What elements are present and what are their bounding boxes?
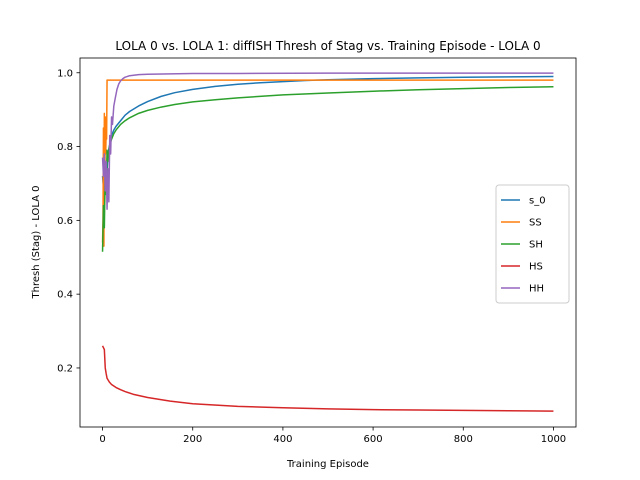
y-tick-label: 0.8 [57, 142, 73, 153]
series-line-hh [101, 72, 554, 211]
legend-label: s_0 [529, 196, 546, 207]
plot-area [101, 72, 554, 412]
y-tick-label: 0.4 [57, 290, 73, 301]
y-tick-label: 0.2 [57, 363, 73, 374]
axes-frame [79, 57, 577, 428]
legend-box [495, 184, 570, 304]
legend-label: HS [529, 262, 543, 273]
x-tick-label: 800 [454, 434, 473, 445]
x-tick-label: 600 [364, 434, 383, 445]
y-tick-label: 0.6 [57, 216, 73, 227]
x-axis-label: Training Episode [286, 459, 369, 470]
legend: s_0 SS SH HS HH [495, 184, 570, 304]
y-tick-label: 1.0 [57, 68, 73, 79]
x-tick-label: 1000 [541, 434, 566, 445]
axes: 0 200 400 600 800 1000 0.2 0.4 0.6 0.8 1.0 [57, 57, 577, 445]
x-tick-label: 400 [273, 434, 292, 445]
series-lines [101, 72, 554, 412]
chart-title: LOLA 0 vs. LOLA 1: diffISH Thresh of Sta… [115, 39, 540, 53]
x-tick-label: 200 [183, 434, 202, 445]
legend-label: SH [529, 240, 543, 251]
series-line-hs [101, 345, 554, 412]
legend-label: SS [529, 218, 542, 229]
y-axis-label: Thresh (Stag) - LOLA 0 [31, 186, 42, 300]
x-tick-label: 0 [99, 434, 105, 445]
legend-label: HH [529, 284, 544, 295]
